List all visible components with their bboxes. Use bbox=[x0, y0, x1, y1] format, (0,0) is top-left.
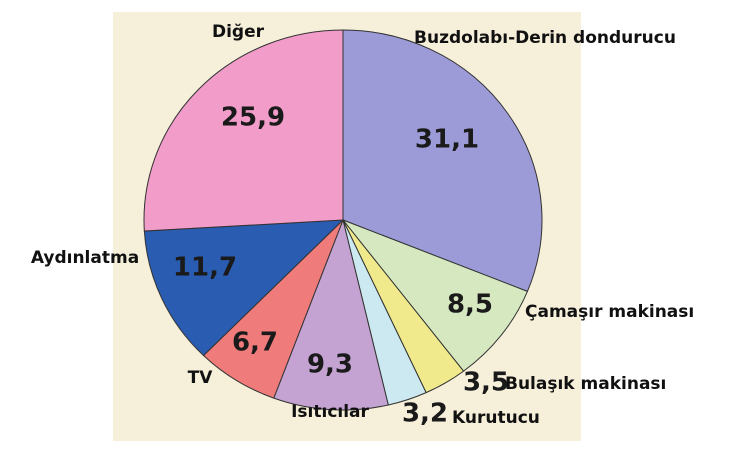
value-label: 3,5 bbox=[463, 368, 509, 398]
category-label: Çamaşır makinası bbox=[525, 302, 694, 322]
value-label: 8,5 bbox=[447, 290, 493, 320]
value-label: 3,2 bbox=[402, 399, 448, 429]
category-label: Buzdolabı-Derin dondurucu bbox=[414, 28, 676, 48]
pie-slice bbox=[342, 29, 543, 293]
labels: Buzdolabı-Derin dondurucu 31,1 Çamaşır mak… bbox=[31, 22, 694, 429]
value-label: 11,7 bbox=[173, 253, 237, 283]
category-label: Diğer bbox=[212, 22, 265, 42]
value-label: 25,9 bbox=[221, 103, 285, 133]
value-label: 6,7 bbox=[232, 328, 278, 358]
pie-slice bbox=[273, 218, 389, 411]
value-label: 31,1 bbox=[415, 125, 479, 155]
pie bbox=[143, 29, 543, 411]
category-label: Aydınlatma bbox=[31, 248, 139, 268]
value-label: 9,3 bbox=[307, 350, 353, 380]
pie-slice bbox=[143, 29, 344, 232]
category-label: Kurutucu bbox=[452, 408, 540, 428]
category-label: Bulaşık makinası bbox=[505, 374, 666, 394]
category-label: Isıtıcılar bbox=[291, 402, 369, 422]
pie-slice bbox=[341, 218, 529, 372]
pie-slice bbox=[143, 219, 345, 357]
category-label: TV bbox=[188, 368, 214, 388]
